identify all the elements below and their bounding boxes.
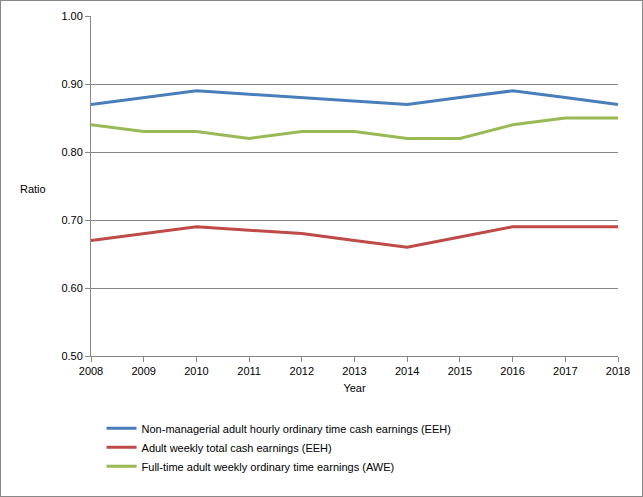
svg-text:Ratio: Ratio: [20, 183, 46, 195]
svg-text:Non-managerial adult hourly or: Non-managerial adult hourly ordinary tim…: [142, 423, 451, 435]
svg-text:2011: 2011: [237, 365, 261, 377]
svg-text:0.80: 0.80: [61, 146, 82, 158]
svg-text:2017: 2017: [553, 365, 577, 377]
svg-text:Adult weekly total cash earnin: Adult weekly total cash earnings (EEH): [142, 442, 332, 454]
svg-text:2008: 2008: [79, 365, 103, 377]
svg-text:2018: 2018: [606, 365, 630, 377]
svg-text:0.70: 0.70: [61, 214, 82, 226]
svg-text:2014: 2014: [395, 365, 419, 377]
svg-text:2009: 2009: [131, 365, 155, 377]
svg-text:2012: 2012: [290, 365, 314, 377]
svg-text:1.00: 1.00: [61, 10, 82, 22]
svg-text:2015: 2015: [448, 365, 472, 377]
svg-text:2010: 2010: [184, 365, 208, 377]
svg-text:2016: 2016: [500, 365, 524, 377]
svg-text:0.60: 0.60: [61, 282, 82, 294]
svg-text:0.50: 0.50: [61, 350, 82, 362]
svg-text:Year: Year: [343, 382, 366, 394]
svg-text:2013: 2013: [342, 365, 366, 377]
svg-text:0.90: 0.90: [61, 78, 82, 90]
svg-text:Full-time adult weekly ordinar: Full-time adult weekly ordinary time ear…: [142, 461, 395, 473]
